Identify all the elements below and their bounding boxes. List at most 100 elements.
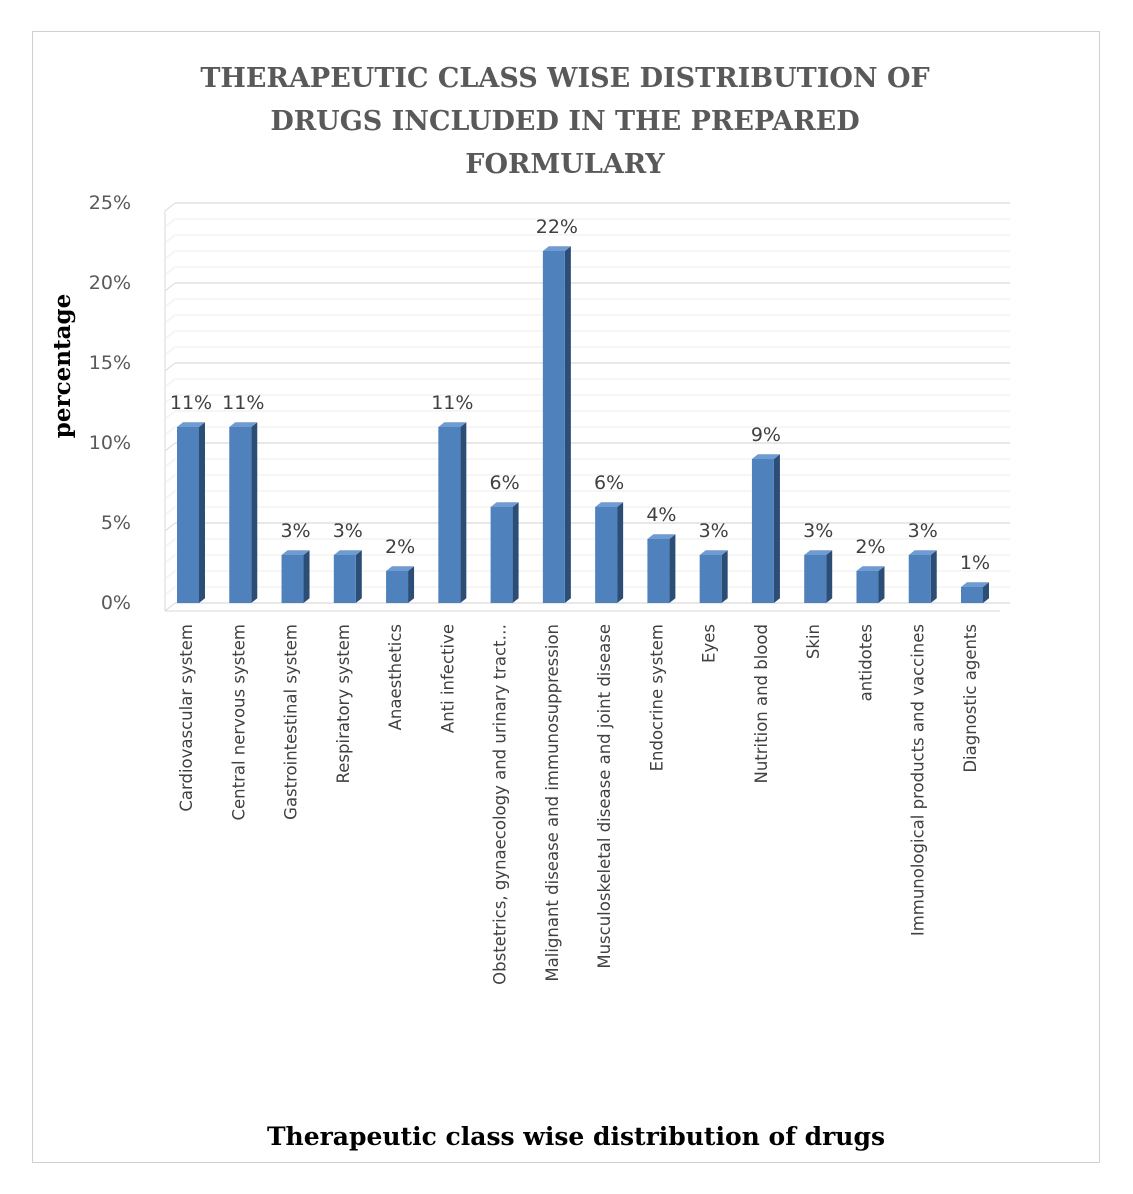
y-tick-label: 5%: [101, 512, 131, 534]
gridline-side: [164, 314, 176, 324]
category-label: Anaesthetics: [386, 624, 405, 730]
bar-side: [460, 422, 467, 603]
data-label: 2%: [855, 536, 885, 558]
data-label: 9%: [751, 424, 781, 446]
bar-top: [647, 534, 676, 539]
data-label: 11%: [431, 392, 473, 414]
bar-top: [490, 502, 519, 507]
bar-side: [617, 502, 624, 603]
category-label: Endocrine system: [647, 624, 666, 771]
bar-front: [751, 459, 774, 603]
bar-top: [386, 566, 415, 571]
bar-side: [930, 550, 937, 603]
bar: [438, 422, 467, 603]
bar: [281, 550, 310, 603]
bar-front: [333, 555, 356, 603]
y-tick-label: 15%: [89, 352, 131, 374]
bar: [961, 582, 989, 603]
bar-side: [408, 566, 415, 603]
bar: [856, 566, 885, 603]
bar: [595, 502, 624, 603]
category-label: Malignant disease and immunosuppression: [543, 624, 562, 982]
category-label: Cardiovascular system: [177, 624, 196, 812]
bars: [177, 246, 989, 603]
bar-top: [542, 246, 571, 251]
bar-top: [699, 550, 728, 555]
gridline-side: [164, 474, 176, 484]
bar-side: [826, 550, 833, 603]
category-label: Respiratory system: [334, 624, 353, 783]
gridline-side: [164, 202, 176, 212]
bar-side: [199, 422, 205, 603]
data-label: 6%: [490, 472, 520, 494]
gridline-side: [164, 458, 176, 468]
bar-front: [386, 571, 409, 603]
data-label: 22%: [536, 216, 578, 238]
x-axis-categories: Cardiovascular system Central nervous sys…: [177, 624, 980, 985]
bar: [333, 550, 362, 603]
gridline-side: [164, 426, 176, 436]
bar: [177, 422, 205, 603]
gridline-side: [164, 522, 176, 532]
gridline-side: [164, 234, 176, 244]
gridline-side: [164, 298, 176, 308]
gridline-side: [164, 394, 176, 404]
gridline-side: [164, 602, 176, 612]
gridline-side: [164, 570, 176, 580]
data-label: 11%: [170, 392, 212, 414]
gridline-side: [164, 346, 176, 356]
bar-top: [961, 582, 989, 587]
bar-side: [355, 550, 362, 603]
bar: [647, 534, 676, 603]
data-label: 3%: [699, 520, 729, 542]
category-label: Central nervous system: [229, 624, 248, 821]
gridline-side: [164, 554, 176, 564]
bar-top: [438, 422, 467, 427]
x-axis-label: Therapeutic class wise distribution of d…: [267, 1122, 885, 1151]
chart-title-line-2: DRUGS INCLUDED IN THE PREPARED: [270, 106, 859, 137]
gridline-side: [164, 586, 176, 596]
bar-front: [961, 587, 983, 603]
category-label: Musculoskeletal disease and joint diseas…: [595, 624, 614, 969]
bar-top: [751, 454, 780, 459]
bar-front: [647, 539, 670, 603]
bar-top: [177, 422, 205, 427]
bar-side: [303, 550, 310, 603]
y-tick-label: 25%: [89, 192, 131, 214]
data-label: 3%: [803, 520, 833, 542]
category-label: Eyes: [700, 624, 719, 663]
bar-front: [542, 251, 565, 603]
bar-side: [878, 566, 885, 603]
bar-side: [721, 550, 728, 603]
bar-side: [773, 454, 780, 603]
data-label: 3%: [908, 520, 938, 542]
bar-front: [804, 555, 827, 603]
y-tick-label: 20%: [89, 272, 131, 294]
gridline-side: [164, 266, 176, 276]
bar-front: [281, 555, 304, 603]
category-label: Immunological products and vaccines: [909, 624, 928, 936]
chart-title-line-3: FORMULARY: [465, 149, 665, 180]
bar-front: [490, 507, 513, 603]
y-tick-label: 0%: [101, 592, 131, 614]
gridline-side: [164, 442, 176, 452]
bar-top: [333, 550, 362, 555]
bar: [908, 550, 937, 603]
bar: [542, 246, 571, 603]
bar-front: [229, 427, 252, 603]
category-label: Nutrition and blood: [752, 624, 771, 784]
gridline-side: [164, 250, 176, 260]
category-label: antidotes: [856, 624, 875, 701]
gridline-side: [164, 378, 176, 388]
gridline-side: [164, 330, 176, 340]
data-label: 3%: [280, 520, 310, 542]
category-label: Anti infective: [438, 624, 457, 733]
bar: [751, 454, 780, 603]
gridline-side: [164, 362, 176, 372]
bar-front: [856, 571, 879, 603]
bar-front: [595, 507, 618, 603]
bar-top: [281, 550, 310, 555]
data-label: 11%: [222, 392, 264, 414]
chart-title-line-1: THERAPEUTIC CLASS WISE DISTRIBUTION OF: [200, 63, 929, 94]
bar: [699, 550, 728, 603]
